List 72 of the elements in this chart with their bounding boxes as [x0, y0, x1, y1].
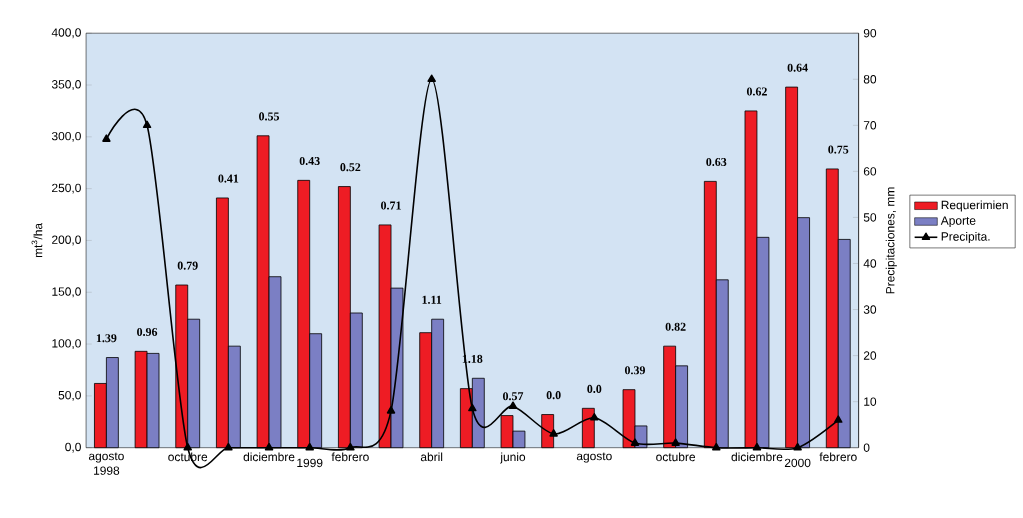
annotation: 0.75	[828, 145, 849, 154]
annotation: 0.52	[340, 163, 361, 172]
y2-tick-label: 10	[864, 397, 877, 406]
y2-axis-title: Precipitaciones, mm	[885, 187, 897, 294]
y-tick-label: 200,0	[52, 235, 81, 246]
y-tick-label: 0,0	[65, 442, 81, 453]
annotation: 0.82	[665, 322, 686, 331]
point	[630, 438, 640, 446]
x-tick-label: agosto 1998	[88, 452, 124, 475]
y2-tick-label: 70	[863, 121, 877, 130]
y2-tick-label: 80	[863, 74, 877, 84]
annotation: 0.63	[706, 157, 727, 167]
y2-tick-label: 90	[863, 28, 877, 38]
legend-label: Precipita.	[941, 231, 990, 244]
point	[386, 406, 396, 414]
annotation: 0.96	[137, 327, 158, 336]
point	[305, 442, 314, 451]
x-tick-label: agosto	[576, 452, 612, 463]
x-tick-label: febrero	[331, 452, 369, 462]
annotation: 0.57	[502, 392, 524, 401]
point	[834, 415, 843, 423]
x-tick-label: febrero	[819, 452, 857, 462]
x-tick-label: diciembre	[731, 452, 783, 462]
point	[183, 442, 192, 451]
y2-tick-label: 60	[863, 167, 877, 176]
annotation: 0.79	[177, 261, 198, 270]
point	[752, 442, 762, 451]
y-tick-label: 100,0	[52, 339, 81, 349]
y2-tick-label: 20	[863, 351, 877, 360]
y-tick-label: 150,0	[52, 287, 81, 298]
point	[549, 429, 558, 437]
x-tick-label: 1999	[297, 458, 323, 468]
point	[346, 442, 355, 451]
point	[508, 401, 518, 409]
x-tick-label: octubre	[656, 452, 696, 462]
annotation: 0.41	[218, 174, 239, 183]
annotation: 0.0	[587, 384, 602, 393]
point	[671, 438, 680, 446]
y-tick-label: 300,0	[51, 131, 81, 142]
point	[712, 442, 721, 451]
annotation: 1.11	[422, 295, 442, 304]
annotation: 0.43	[299, 156, 320, 165]
x-tick-label: junio	[500, 452, 526, 464]
y2-tick-label: 30	[863, 305, 877, 314]
x-tick-label: abril	[420, 452, 443, 462]
y2-tick-label: 0	[863, 443, 870, 452]
point	[468, 403, 477, 412]
point	[142, 120, 152, 129]
y-tick-label: 50,0	[58, 390, 81, 401]
point	[590, 412, 599, 421]
point	[427, 74, 436, 83]
y-tick-label: 350,0	[51, 80, 81, 90]
x-tick-label: 2000	[784, 458, 811, 468]
legend-label: Aporte	[940, 216, 976, 228]
y-tick-label: 400,0	[51, 28, 81, 39]
point	[224, 442, 233, 451]
point	[793, 442, 802, 451]
annotation: 0.0	[546, 391, 561, 400]
legend-label: Requerimien	[941, 200, 1008, 212]
y2-tick-label: 40	[863, 259, 877, 268]
y-tick-label: 250,0	[52, 183, 81, 194]
y2-tick-label: 50	[863, 213, 877, 222]
y-axis-title: mt$^{3}$/ha	[31, 222, 43, 258]
point	[102, 134, 111, 142]
annotation: 1.39	[96, 334, 117, 343]
point	[264, 442, 274, 451]
annotation: 0.55	[259, 112, 280, 121]
x-tick-label: diciembre	[243, 452, 295, 462]
annotation: 0.62	[746, 87, 767, 96]
annotation: 0.64	[787, 63, 808, 72]
annotation: 0.39	[624, 366, 645, 375]
annotation: 0.71	[381, 201, 401, 210]
